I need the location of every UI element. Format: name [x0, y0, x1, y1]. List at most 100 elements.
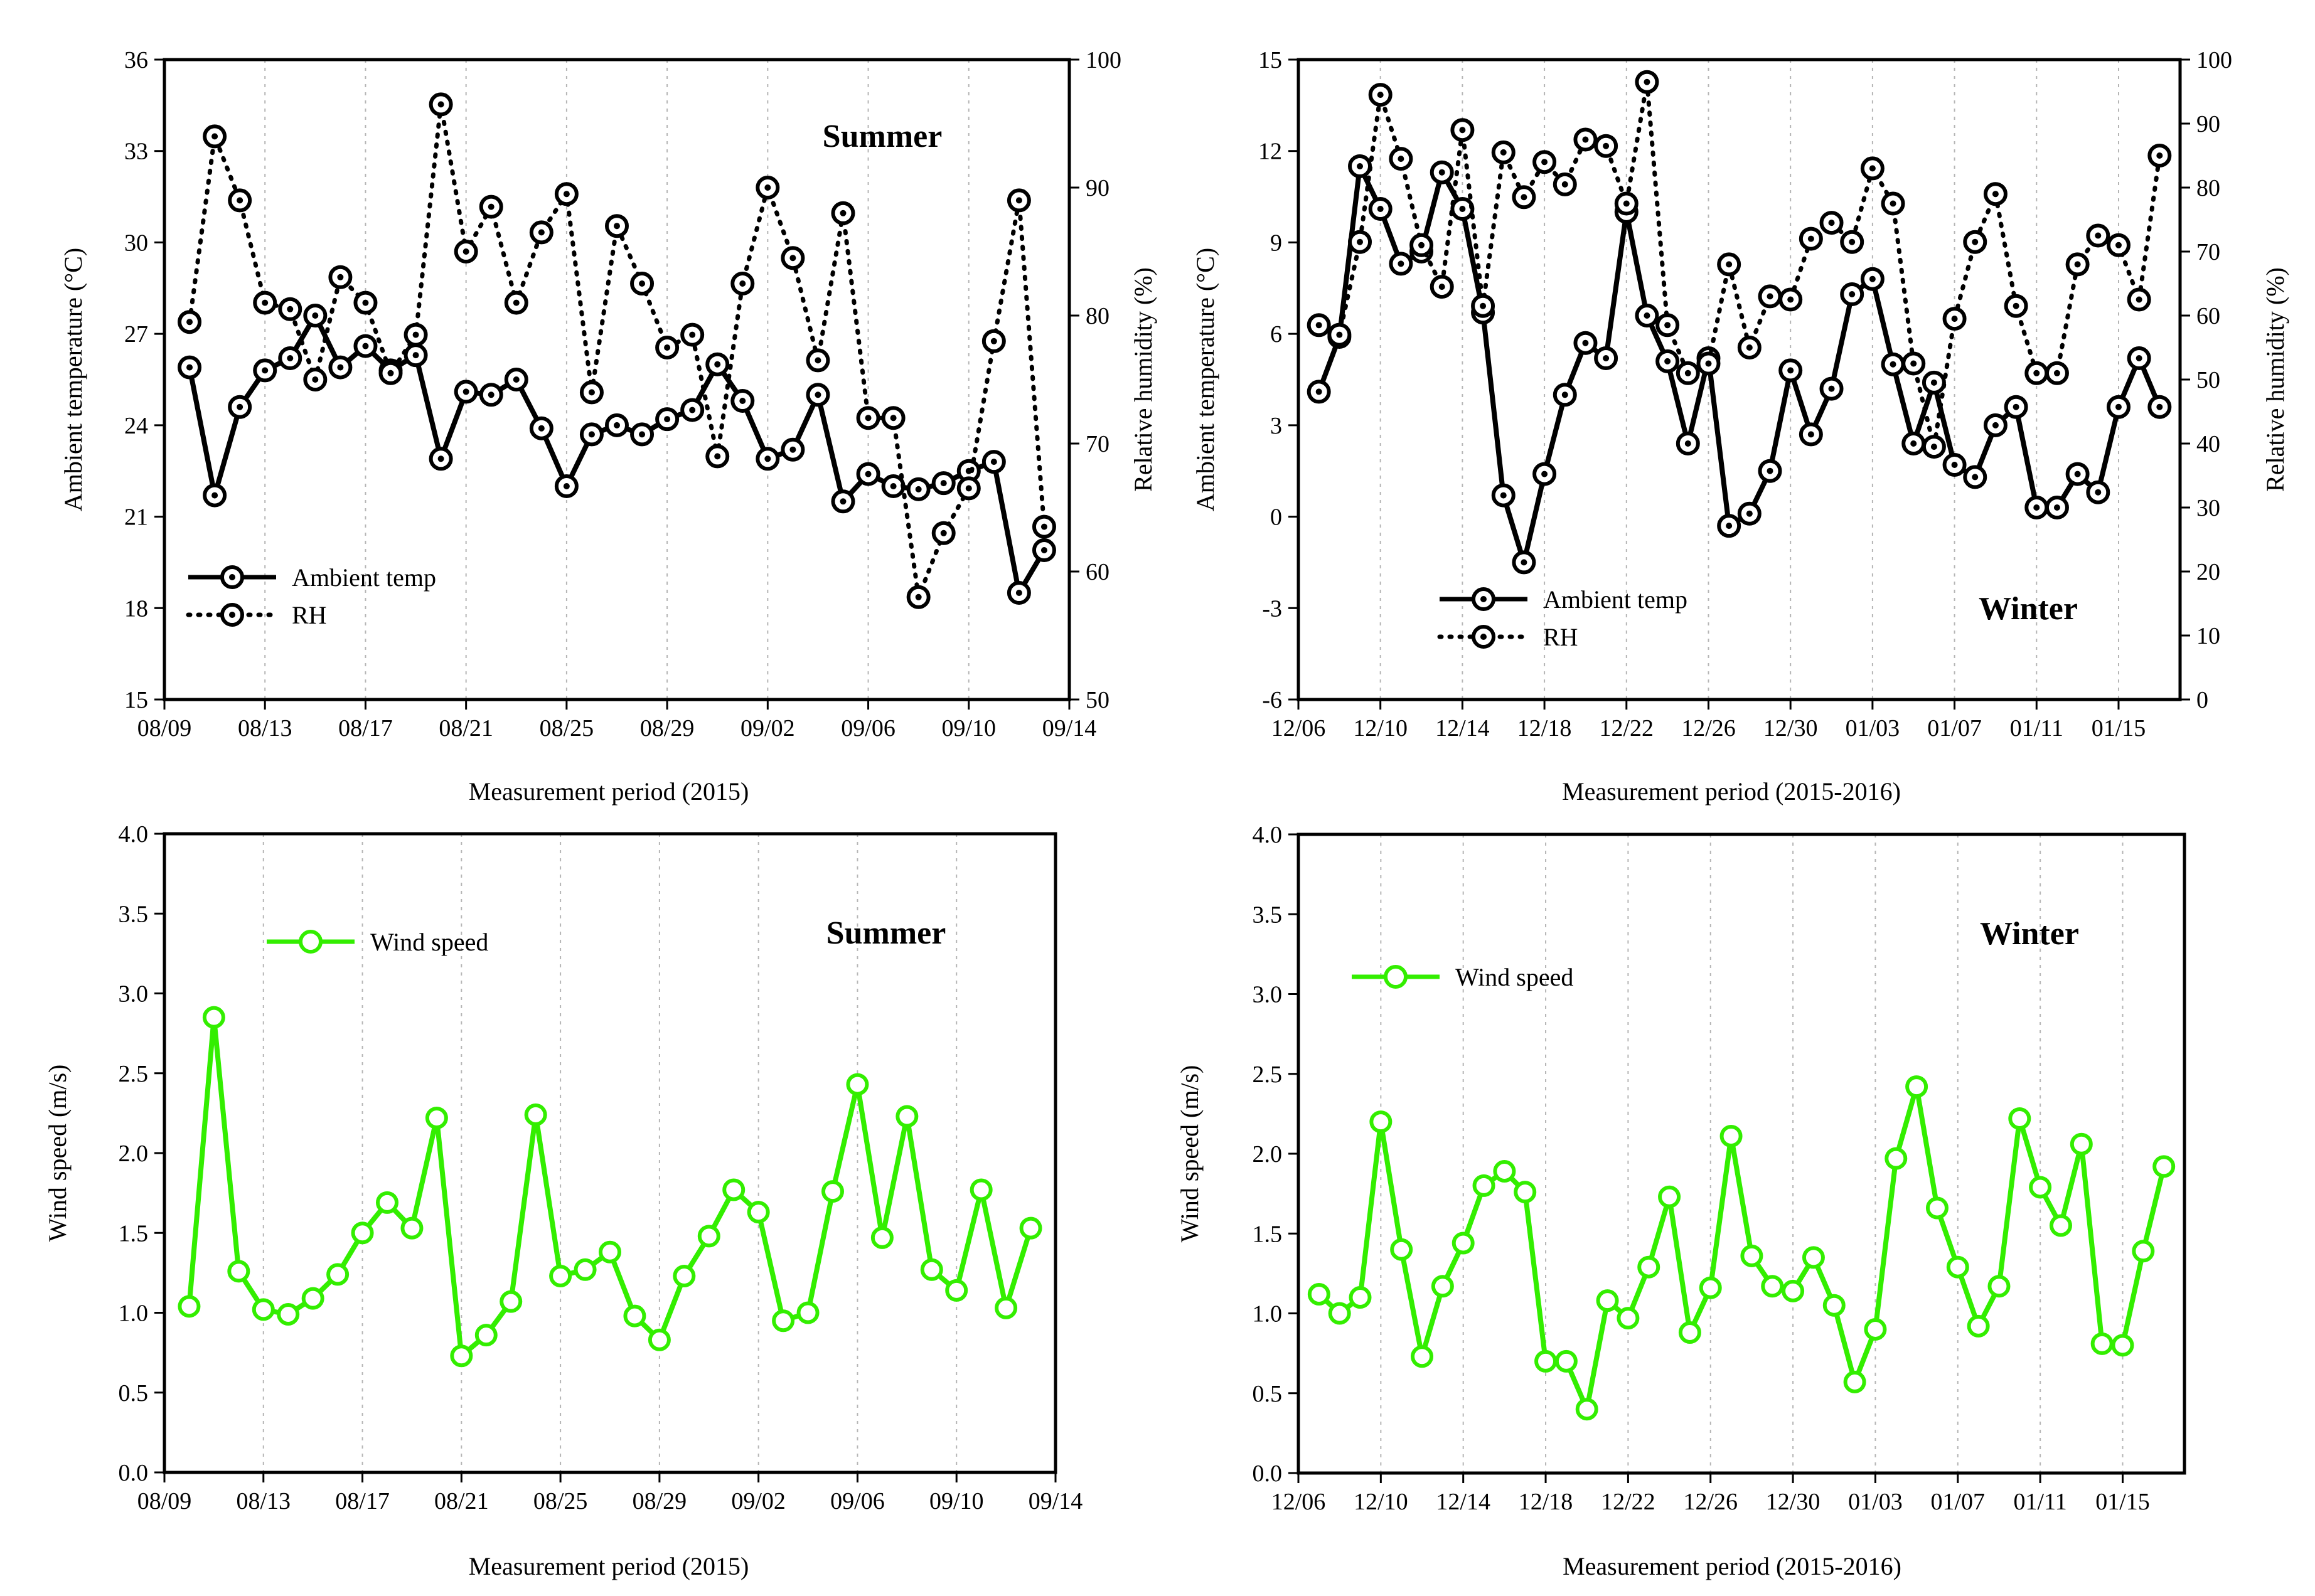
- data-point-center: [2053, 504, 2060, 511]
- x-tick-label: 09/10: [941, 715, 996, 742]
- data-point: [970, 1178, 993, 1201]
- data-point: [2049, 1214, 2072, 1237]
- data-point: [1328, 1302, 1351, 1325]
- y2-tick-label: 30: [2196, 495, 2220, 521]
- x-tick-label: 08/13: [236, 1488, 291, 1514]
- y-axis-label: Wind speed (m/s): [1175, 1065, 1204, 1243]
- x-tick-label: 12/26: [1681, 715, 1736, 742]
- data-point: [2029, 1176, 2052, 1199]
- data-point: [1514, 1181, 1537, 1204]
- data-point-center: [789, 255, 796, 262]
- series-line-rh: [187, 102, 1047, 600]
- data-point-center: [2095, 489, 2102, 496]
- data-point-center: [488, 391, 495, 398]
- data-point-center: [563, 191, 570, 198]
- data-point-center: [1561, 391, 1568, 398]
- y-tick-label: 3.0: [119, 981, 149, 1008]
- x-tick-label: 08/21: [434, 1488, 489, 1514]
- data-point-center: [2074, 471, 2081, 477]
- x-tick-label: 09/02: [740, 715, 795, 742]
- data-point: [1925, 1196, 1949, 1220]
- x-tick-label: 08/29: [633, 1488, 687, 1514]
- y-tick-label: -6: [1262, 687, 1282, 713]
- data-point-center: [211, 492, 218, 499]
- data-point-center: [764, 455, 771, 462]
- x-tick-label: 09/14: [1029, 1488, 1083, 1514]
- data-point: [870, 1226, 894, 1249]
- legend-marker-center: [229, 612, 235, 618]
- x-tick-label: 12/06: [1271, 715, 1326, 742]
- y-tick-label: 12: [1258, 139, 1282, 165]
- y2-tick-label: 10: [2196, 623, 2220, 649]
- data-point: [1452, 1232, 1475, 1255]
- y2-tick-label: 70: [1086, 431, 1109, 457]
- y2-tick-label: 40: [2196, 431, 2220, 457]
- series-line-rh: [1317, 80, 2162, 449]
- data-point-center: [915, 486, 922, 492]
- data-point-center: [789, 446, 796, 453]
- x-axis-label: Measurement period (2015): [469, 1552, 749, 1580]
- y-axis-label: Wind speed (m/s): [43, 1065, 72, 1242]
- data-point: [1431, 1275, 1454, 1298]
- data-point-center: [1040, 523, 1047, 530]
- legend-marker: [1384, 965, 1408, 989]
- data-point-center: [1849, 291, 1856, 297]
- data-point-center: [1459, 206, 1466, 212]
- data-point-center: [1951, 462, 1958, 468]
- x-tick-label: 08/25: [540, 715, 594, 742]
- data-point-center: [990, 338, 997, 344]
- x-tick-label: 08/21: [439, 715, 493, 742]
- data-point-center: [1377, 206, 1384, 212]
- data-point-center: [2156, 152, 2163, 159]
- data-point: [1575, 1398, 1598, 1421]
- data-point-center: [2115, 242, 2122, 248]
- y-tick-label: 2.5: [119, 1061, 149, 1087]
- data-point-center: [815, 391, 821, 398]
- y-tick-label: 15: [1258, 47, 1282, 73]
- y-axis-label: Ambient temperature (°C): [59, 248, 87, 511]
- data-point: [697, 1225, 720, 1248]
- x-tick-label: 12/26: [1683, 1489, 1738, 1515]
- y-tick-label: 1.5: [119, 1220, 149, 1247]
- legend-marker-center: [229, 574, 235, 580]
- x-tick-label: 01/15: [2092, 715, 2146, 742]
- data-point-center: [940, 480, 947, 487]
- data-point: [1637, 1255, 1660, 1279]
- data-point: [574, 1258, 597, 1281]
- data-point-center: [2013, 403, 2019, 410]
- y-tick-label: 1.0: [1253, 1301, 1283, 1327]
- data-point-center: [1767, 467, 1773, 474]
- data-point: [450, 1344, 473, 1368]
- data-point-center: [1541, 471, 1548, 477]
- data-point-center: [1726, 523, 1733, 529]
- data-point: [524, 1103, 547, 1126]
- data-point-center: [639, 280, 646, 287]
- chart-winter-wind: 12/06 12/10 12/14 12/18 12/22 12/26 12/30 01/03…: [1157, 798, 2315, 1596]
- data-point: [376, 1191, 398, 1214]
- data-point-center: [1746, 344, 1753, 351]
- data-point: [747, 1201, 770, 1224]
- data-point: [277, 1303, 300, 1326]
- y-tick-label: 9: [1270, 230, 1282, 256]
- data-point-center: [488, 203, 495, 210]
- y2-tick-label: 100: [1086, 47, 1121, 73]
- y-tick-label: 3.0: [1253, 982, 1283, 1008]
- data-point-center: [1951, 316, 1958, 322]
- data-point-center: [2053, 370, 2060, 376]
- data-point-center: [1869, 165, 1876, 172]
- data-point-center: [312, 376, 319, 383]
- data-point-center: [1336, 331, 1343, 338]
- data-point-center: [915, 593, 922, 600]
- data-point-center: [2136, 296, 2142, 303]
- y-tick-label: 1.5: [1253, 1221, 1283, 1247]
- data-point-center: [513, 376, 520, 383]
- data-point-center: [437, 455, 444, 462]
- data-point-center: [1582, 136, 1589, 143]
- x-tick-label: 08/17: [338, 715, 393, 742]
- data-point: [1905, 1075, 1928, 1099]
- data-point: [1699, 1276, 1722, 1299]
- data-point-center: [1644, 78, 1650, 85]
- data-point-center: [664, 416, 671, 423]
- data-point-center: [714, 453, 721, 460]
- data-point-center: [1930, 444, 1937, 450]
